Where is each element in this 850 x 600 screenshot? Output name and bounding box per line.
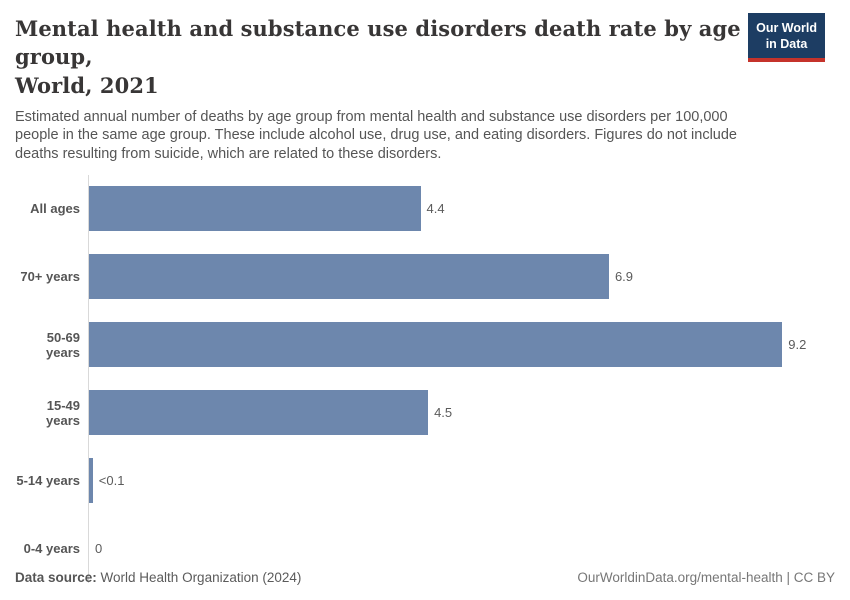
bar-track: 4.4 bbox=[88, 174, 835, 243]
value-label: 4.4 bbox=[426, 201, 445, 217]
value-label: <0.1 bbox=[98, 473, 125, 489]
bar[interactable] bbox=[89, 458, 93, 504]
bar-row: 5-14 years <0.1 bbox=[15, 446, 835, 515]
value-label: 6.9 bbox=[614, 269, 634, 285]
data-source-label: Data source: bbox=[15, 570, 97, 585]
bar-row: 15-49 years 4.5 bbox=[15, 378, 835, 447]
bar-track: 0 bbox=[88, 514, 835, 583]
category-label: 0-4 years bbox=[23, 541, 80, 557]
category-label: 5-14 years bbox=[16, 473, 80, 489]
bar[interactable] bbox=[89, 322, 783, 368]
bar-row: 0-4 years 0 bbox=[15, 514, 835, 583]
owid-logo: Our World in Data bbox=[748, 13, 825, 62]
category-label: 70+ years bbox=[20, 269, 80, 285]
bar-track: <0.1 bbox=[88, 446, 835, 515]
value-label: 9.2 bbox=[788, 337, 807, 353]
bar[interactable] bbox=[89, 254, 609, 300]
bar-track: 4.5 bbox=[88, 378, 835, 447]
bar-track: 9.2 bbox=[88, 310, 835, 379]
bar-row: 50-69 years 9.2 bbox=[15, 310, 835, 379]
chart-footer: Data source: World Health Organization (… bbox=[15, 570, 835, 585]
credit-link[interactable]: OurWorldinData.org/mental-health | CC BY bbox=[577, 570, 835, 585]
bar-row: All ages 4.4 bbox=[15, 174, 835, 243]
bar[interactable] bbox=[89, 390, 429, 436]
bar-chart: All ages 4.4 70+ years 6.9 50-69 years 9.2 15-… bbox=[15, 174, 835, 583]
owid-logo-line2: in Data bbox=[765, 37, 808, 52]
chart-subtitle: Estimated annual number of deaths by age… bbox=[15, 109, 737, 162]
bar-track: 6.9 bbox=[88, 242, 835, 311]
bar[interactable] bbox=[89, 186, 421, 232]
value-label: 0 bbox=[95, 541, 103, 557]
page-title-line2: World, 2021 bbox=[15, 72, 159, 98]
page-title-line1: Mental health and substance use disorder… bbox=[15, 16, 741, 70]
page-title: Mental health and substance use disorder… bbox=[15, 15, 743, 100]
category-label: 50-69 years bbox=[46, 329, 80, 360]
data-source: Data source: World Health Organization (… bbox=[15, 570, 301, 585]
owid-logo-line1: Our World bbox=[756, 21, 817, 35]
chart-header: Mental health and substance use disorder… bbox=[15, 13, 835, 163]
bar-row: 70+ years 6.9 bbox=[15, 242, 835, 311]
category-label: 15-49 years bbox=[46, 397, 80, 428]
category-label: All ages bbox=[30, 201, 80, 217]
value-label: 4.5 bbox=[434, 405, 453, 421]
data-source-text: World Health Organization (2024) bbox=[96, 570, 302, 585]
